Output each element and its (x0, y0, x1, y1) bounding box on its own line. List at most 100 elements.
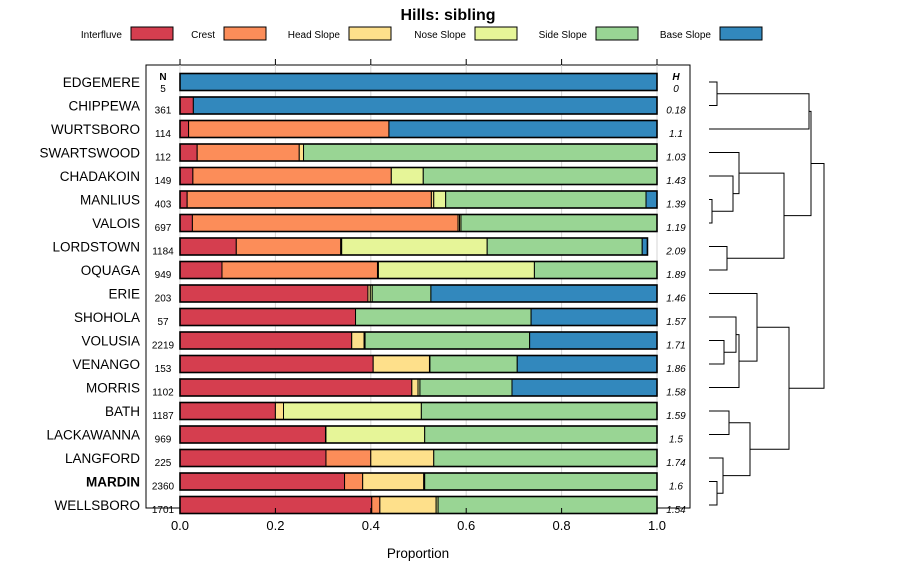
dendrogram-merge-14 (709, 457, 724, 494)
h-value-venango: 1.86 (666, 364, 686, 375)
dendrogram (709, 81, 825, 506)
legend-label-side-slope: Side Slope (539, 30, 588, 41)
row-label-edgemere: EDGEMERE (63, 75, 140, 90)
bar-segment-chadakoin-crest (192, 167, 392, 185)
bar-segment-erie-interfluve (179, 284, 369, 303)
bar-outline-bath (179, 401, 658, 421)
bar-row-venango: VENANGO 153 1.86 (72, 354, 686, 375)
dendrogram-link-8 (709, 340, 725, 365)
bar-row-bath: BATH 1187 1.59 (105, 401, 686, 422)
x-tick-label-0: 0.0 (171, 518, 189, 533)
x-tick-label-2: 0.4 (362, 518, 380, 533)
row-label-morris: MORRIS (86, 381, 140, 396)
legend-swatch-nose-slope (474, 26, 518, 41)
bar-segment-mardin-interfluve (179, 472, 346, 491)
n-value-chadakoin: 149 (155, 176, 172, 187)
bar-outline-wellsboro (179, 495, 658, 515)
dendrogram-link-2 (709, 199, 713, 224)
bar-outline-edgemere (179, 72, 658, 92)
h-value-mardin: 1.6 (669, 482, 683, 493)
bar-segment-langford-crest (325, 449, 372, 467)
legend-label-nose-slope: Nose Slope (414, 30, 466, 41)
bar-segment-lackawanna-nose-slope (325, 425, 426, 444)
bar-segment-shohola-interfluve (179, 308, 357, 326)
bar-outline-shohola (179, 307, 658, 327)
bar-segment-erie-base-slope (430, 284, 658, 303)
bar-segment-chadakoin-side-slope (422, 167, 658, 185)
bar-segment-shohola-base-slope (530, 308, 658, 326)
bar-outline-valois (179, 213, 658, 233)
bar-segment-oquaga-crest (221, 261, 378, 279)
bar-segment-lordstown-side-slope (486, 237, 643, 256)
dendrogram-merge-3 (709, 175, 734, 212)
row-label-wurtsboro: WURTSBORO (51, 122, 140, 137)
bar-segment-bath-side-slope (420, 402, 658, 420)
n-value-bath: 1187 (152, 411, 174, 422)
row-label-erie: ERIE (108, 287, 140, 302)
dendrogram-merge-0 (709, 81, 718, 106)
bar-segment-volusia-interfluve (179, 331, 353, 350)
bar-segment-shohola-side-slope (355, 308, 532, 326)
dendrogram-link-3 (709, 175, 734, 212)
bar-segment-lordstown-crest (235, 237, 342, 256)
row-label-lordstown: LORDSTOWN (52, 240, 140, 255)
bar-outline-erie (179, 284, 658, 303)
bar-segment-wellsboro-crest (371, 496, 381, 514)
bar-segment-oquaga-interfluve (179, 261, 223, 279)
n-value-chippewa: 361 (155, 106, 172, 117)
bar-outline-venango (179, 354, 658, 374)
dendrogram-merge-1 (709, 93, 810, 130)
bar-segment-mardin-side-slope (424, 472, 658, 491)
bar-segment-volusia-side-slope (364, 331, 531, 350)
bar-segment-morris-side-slope (419, 378, 513, 397)
bar-segment-langford-head-slope (370, 449, 435, 467)
bar-segment-morris-interfluve (179, 378, 413, 397)
bar-outline-manlius (179, 190, 658, 209)
dendrogram-link-0 (709, 81, 718, 106)
x-tick-label-5: 1.0 (648, 518, 666, 533)
row-label-venango: VENANGO (72, 357, 140, 372)
bar-segment-morris-base-slope (511, 378, 658, 397)
n-value-erie: 203 (155, 294, 172, 305)
h-value-langford: 1.74 (666, 458, 686, 469)
bar-segment-langford-interfluve (179, 449, 327, 467)
bar-row-manlius: MANLIUS 403 1.39 (80, 190, 686, 211)
dendrogram-link-11 (709, 293, 758, 362)
row-label-valois: VALOIS (92, 216, 140, 231)
bar-row-oquaga: OQUAGA 949 1.89 (81, 260, 686, 281)
dendrogram-link-6 (727, 172, 785, 259)
legend-label-base-slope: Base Slope (660, 30, 712, 41)
x-tick-label-3: 0.6 (457, 518, 475, 533)
dendrogram-link-17 (789, 163, 825, 389)
n-value-wurtsboro: 114 (155, 129, 171, 140)
n-value-edgemere: 5 (160, 84, 166, 95)
row-label-chippewa: CHIPPEWA (68, 99, 140, 114)
bar-row-erie: ERIE 203 1.46 (108, 284, 686, 305)
bar-segment-lordstown-nose-slope (341, 237, 488, 256)
bar-row-langford: LANGFORD 225 1.74 (65, 448, 686, 469)
bar-segment-manlius-crest (186, 190, 432, 209)
legend-swatch-side-slope (595, 26, 639, 41)
dendrogram-link-4 (709, 152, 740, 195)
dendrogram-merge-13 (709, 481, 718, 506)
n-value-manlius: 403 (155, 200, 172, 211)
h-value-lordstown: 2.09 (665, 247, 686, 258)
h-value-edgemere: 0 (673, 84, 679, 95)
legend-swatch-head-slope (348, 26, 392, 41)
n-value-mardin: 2360 (152, 482, 175, 493)
dendrogram-link-12 (709, 410, 730, 435)
bar-row-chippewa: CHIPPEWA 361 0.18 (68, 96, 686, 117)
h-value-swartswood: 1.03 (666, 153, 686, 164)
row-label-volusia: VOLUSIA (81, 334, 140, 349)
bar-segment-venango-interfluve (179, 355, 374, 373)
bar-segment-manlius-base-slope (645, 190, 658, 209)
n-value-lackawanna: 969 (155, 435, 172, 446)
n-column-header: N (159, 72, 166, 83)
h-value-erie: 1.46 (666, 294, 686, 305)
bar-segment-bath-head-slope (274, 402, 285, 420)
dendrogram-merge-11 (709, 293, 758, 362)
bar-segment-wellsboro-head-slope (379, 496, 437, 514)
bar-segment-valois-crest (191, 214, 459, 232)
bar-segment-volusia-base-slope (529, 331, 658, 350)
